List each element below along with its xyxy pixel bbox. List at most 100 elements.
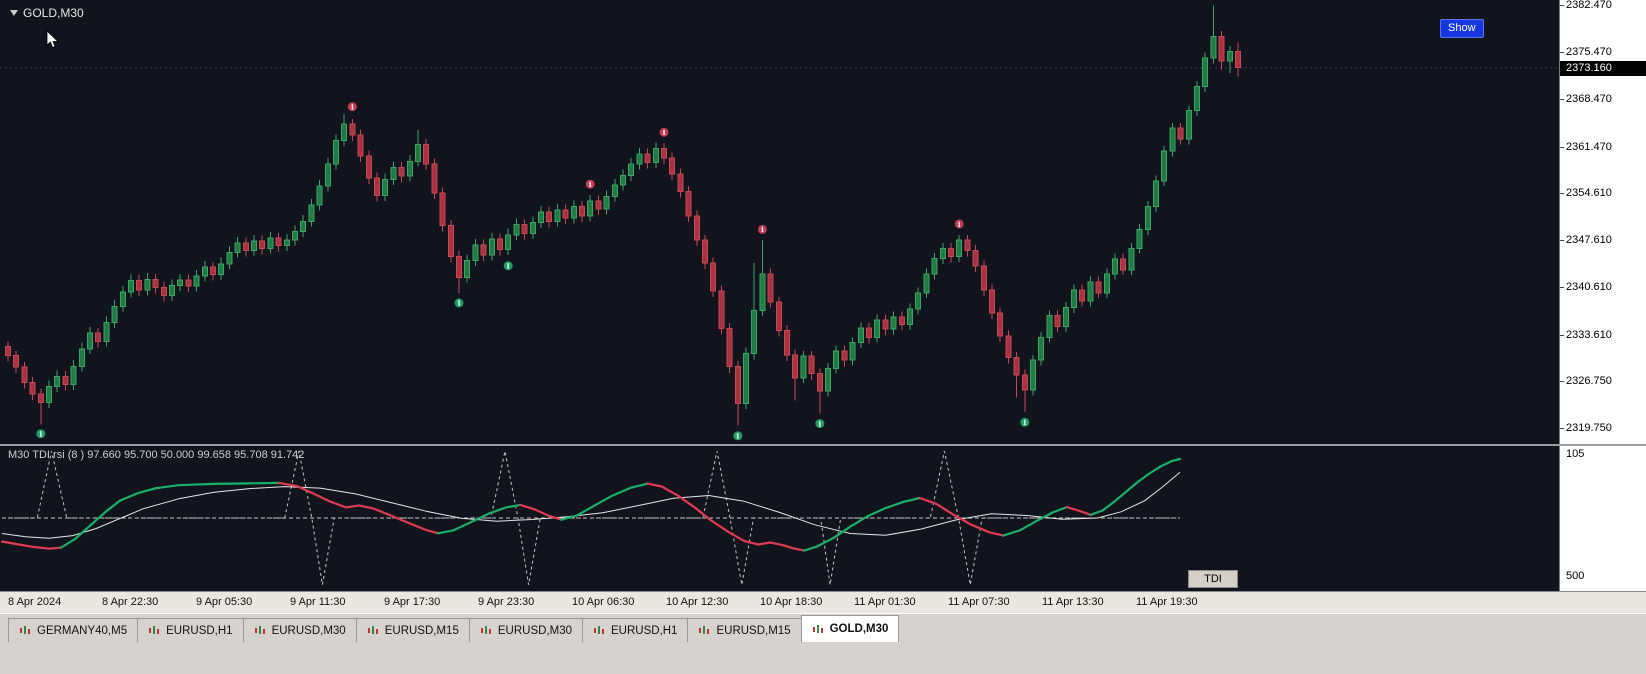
time-axis-label: 8 Apr 2024 bbox=[8, 596, 62, 608]
tdi-main-line-segment bbox=[1002, 505, 1069, 537]
chart-tab-eurusd-m15[interactable]: EURUSD,M15 bbox=[355, 618, 470, 642]
price-axis-tick bbox=[1560, 5, 1564, 6]
tdi-main-line-segment bbox=[918, 496, 1005, 537]
tdi-indicator-chart[interactable] bbox=[0, 446, 1559, 590]
candle bbox=[792, 349, 799, 401]
candle bbox=[292, 225, 298, 246]
candle bbox=[1185, 105, 1192, 145]
tab-label: EURUSD,M30 bbox=[271, 624, 346, 637]
candle bbox=[1177, 122, 1184, 145]
indicator-scale-bottom-label: 500 bbox=[1566, 570, 1585, 582]
candle bbox=[349, 118, 356, 142]
candle bbox=[1095, 276, 1102, 299]
tab-chart-icon bbox=[367, 625, 380, 636]
price-axis-label: 2319.750 bbox=[1566, 422, 1612, 434]
candle bbox=[464, 254, 471, 283]
indicator-scale-top-label: 105 bbox=[1566, 448, 1585, 460]
candle bbox=[333, 134, 339, 170]
price-axis-label: 2361.470 bbox=[1566, 140, 1612, 153]
candle bbox=[87, 327, 93, 355]
svg-text:i: i bbox=[589, 180, 592, 189]
tdi-main-line-segment bbox=[1089, 457, 1182, 516]
svg-text:i: i bbox=[663, 128, 666, 137]
tdi-main-line-segment bbox=[0, 540, 63, 550]
candle bbox=[1013, 352, 1020, 398]
chart-tab-eurusd-m30[interactable]: EURUSD,M30 bbox=[242, 618, 357, 642]
candle bbox=[997, 307, 1004, 343]
chart-tab-eurusd-h1[interactable]: EURUSD,H1 bbox=[137, 618, 244, 642]
candle bbox=[751, 263, 758, 360]
price-axis-label: 2375.470 bbox=[1566, 46, 1612, 59]
candle bbox=[710, 257, 717, 297]
candle bbox=[251, 234, 257, 256]
panel-divider[interactable] bbox=[0, 444, 1646, 446]
candle bbox=[472, 238, 479, 266]
candle bbox=[915, 287, 922, 315]
candle bbox=[357, 129, 364, 162]
candle bbox=[390, 161, 397, 185]
candle bbox=[800, 350, 807, 384]
candle bbox=[554, 203, 561, 227]
candle bbox=[808, 350, 815, 380]
chart-tab-eurusd-m15[interactable]: EURUSD,M15 bbox=[687, 618, 802, 642]
candle bbox=[570, 200, 577, 224]
tab-label: EURUSD,M30 bbox=[497, 624, 572, 637]
time-axis-label: 11 Apr 13:30 bbox=[1042, 596, 1104, 608]
svg-text:i: i bbox=[351, 102, 354, 111]
candle bbox=[1226, 45, 1233, 73]
price-axis-tick bbox=[1560, 380, 1564, 382]
candle bbox=[743, 347, 749, 409]
chart-tab-germany40-m5[interactable]: GERMANY40,M5 bbox=[8, 618, 139, 642]
chart-tab-eurusd-m30[interactable]: EURUSD,M30 bbox=[468, 618, 583, 642]
candle bbox=[1079, 284, 1086, 307]
candle bbox=[415, 130, 421, 167]
candle bbox=[702, 234, 708, 270]
signal-icon: i bbox=[733, 431, 743, 441]
chart-tab-gold-m30[interactable]: GOLD,M30 bbox=[800, 615, 900, 642]
mouse-cursor bbox=[46, 30, 59, 49]
candle bbox=[521, 219, 528, 240]
candle bbox=[685, 186, 692, 222]
candle bbox=[144, 273, 151, 296]
candle bbox=[439, 187, 446, 232]
candle bbox=[1071, 284, 1077, 314]
candle bbox=[13, 350, 20, 374]
candle bbox=[825, 362, 831, 397]
candle bbox=[324, 157, 331, 192]
tab-label: EURUSD,M15 bbox=[384, 624, 459, 637]
time-axis-label: 9 Apr 11:30 bbox=[290, 596, 346, 608]
svg-text:i: i bbox=[958, 220, 961, 229]
candle bbox=[488, 232, 495, 261]
price-axis[interactable]: 2373.160 105 500 2382.470 2375.470 2368.47… bbox=[1559, 0, 1646, 591]
candle bbox=[480, 239, 487, 262]
tab-label: EURUSD,M15 bbox=[716, 624, 791, 637]
time-axis[interactable]: 8 Apr 2024 8 Apr 22:30 9 Apr 05:30 9 Apr 11… bbox=[0, 591, 1646, 613]
price-axis-label: 2368.470 bbox=[1566, 93, 1612, 106]
candle bbox=[1169, 122, 1176, 157]
candle bbox=[866, 322, 872, 344]
candle bbox=[226, 246, 233, 270]
price-axis-label: 2340.610 bbox=[1566, 281, 1612, 294]
show-button[interactable]: Show bbox=[1440, 19, 1484, 38]
candle bbox=[398, 161, 405, 183]
candle bbox=[857, 322, 864, 349]
candle bbox=[62, 371, 69, 391]
candle bbox=[538, 205, 544, 229]
candle bbox=[119, 286, 126, 312]
tdi-button[interactable]: TDI bbox=[1188, 570, 1238, 588]
svg-text:i: i bbox=[736, 432, 739, 441]
candle bbox=[193, 269, 200, 292]
chart-background bbox=[0, 0, 1559, 591]
candlestick-chart[interactable]: i i i i i i i i i i i bbox=[0, 0, 1559, 444]
signal-icon: i bbox=[757, 224, 767, 234]
candle bbox=[775, 296, 782, 337]
time-axis-label: 11 Apr 19:30 bbox=[1136, 596, 1198, 608]
candle bbox=[447, 219, 454, 263]
candle bbox=[201, 261, 208, 282]
chart-tab-eurusd-h1[interactable]: EURUSD,H1 bbox=[582, 618, 689, 642]
candle bbox=[431, 158, 438, 200]
candle bbox=[21, 362, 28, 389]
price-axis-tick bbox=[1560, 334, 1564, 336]
tab-chart-icon bbox=[148, 625, 161, 636]
